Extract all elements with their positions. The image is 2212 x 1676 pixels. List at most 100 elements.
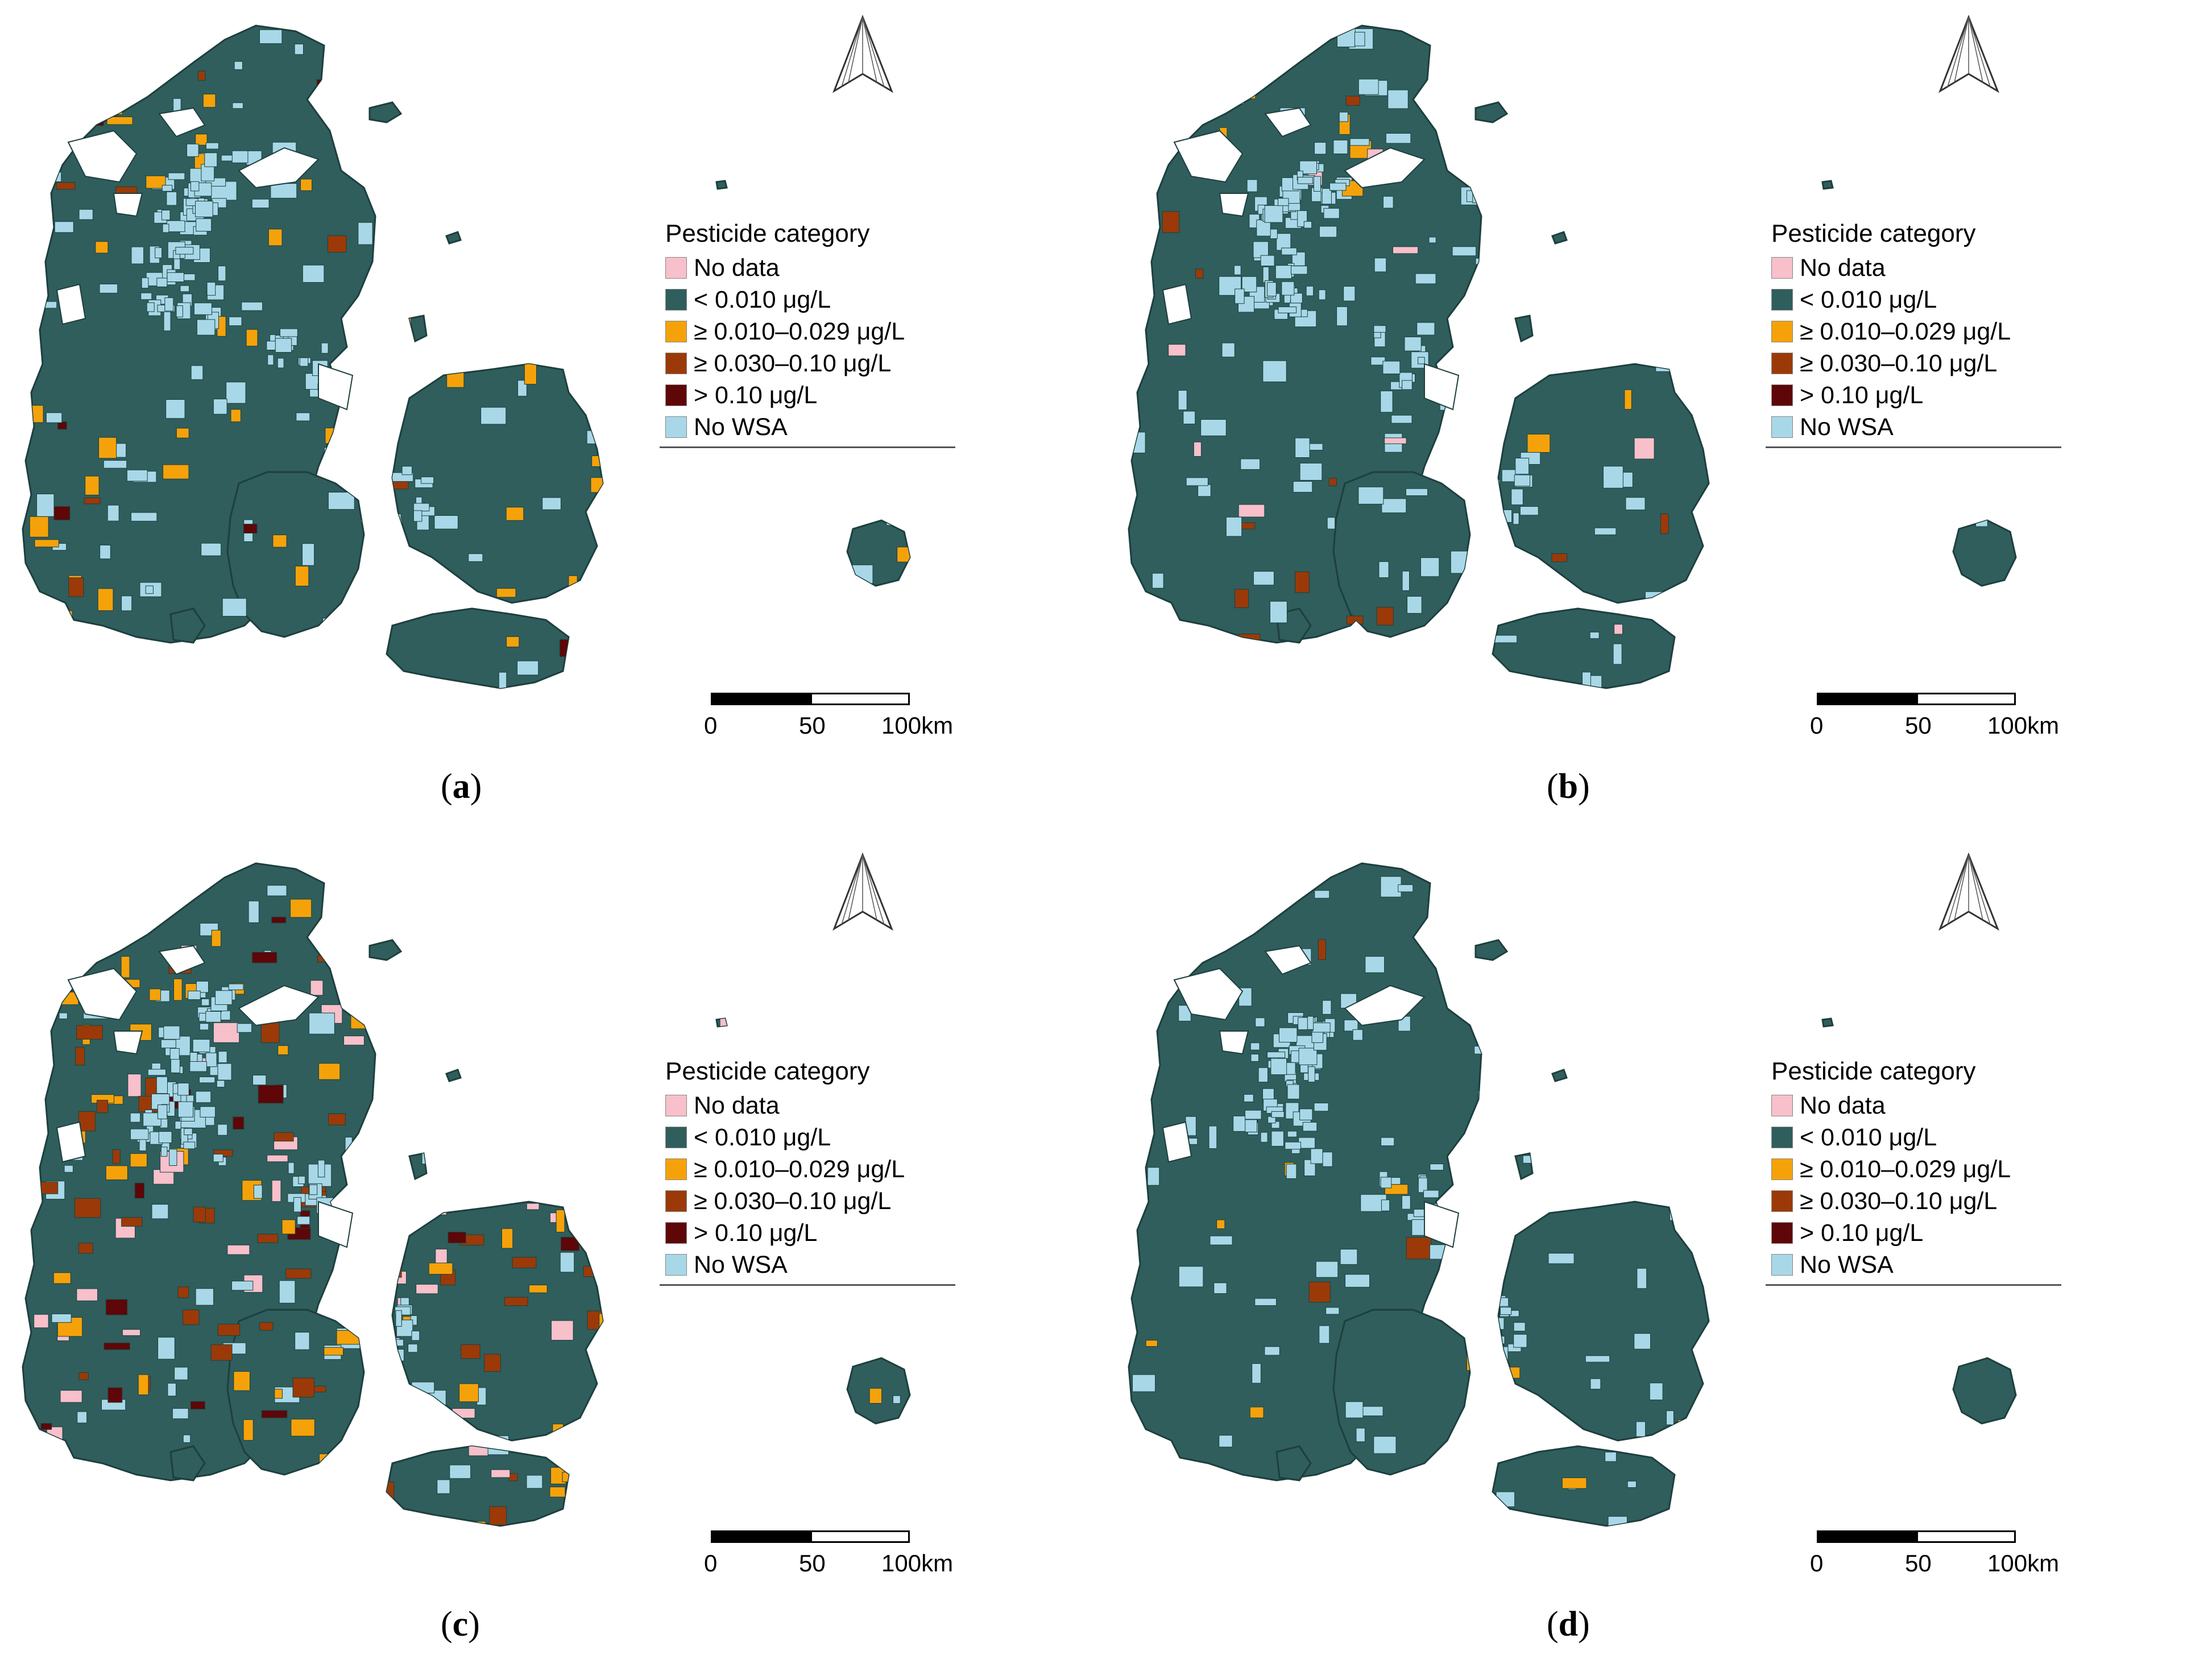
supply-area-patch <box>256 1516 273 1526</box>
supply-area-patch <box>410 1408 421 1428</box>
supply-area-patch <box>1548 1253 1575 1264</box>
supply-area-patch <box>461 51 470 72</box>
supply-area-patch <box>190 365 204 380</box>
supply-area-patch <box>1551 553 1568 562</box>
supply-area-patch <box>897 547 910 562</box>
supply-area-patch <box>586 430 610 444</box>
scale-bar-white-segment <box>810 693 910 705</box>
supply-area-patch <box>433 1031 457 1040</box>
supply-area-patch <box>557 29 573 38</box>
supply-area-patch <box>68 577 84 597</box>
supply-area-patch <box>797 863 818 872</box>
supply-area-patch <box>134 1182 144 1199</box>
supply-area-patch <box>253 1185 263 1199</box>
supply-area-patch <box>1801 682 1811 688</box>
supply-area-patch <box>361 509 373 523</box>
supply-area-patch <box>23 661 32 680</box>
supply-area-patch <box>146 302 155 312</box>
supply-area-patch <box>835 1481 855 1493</box>
supply-area-patch <box>445 887 463 899</box>
supply-area-patch <box>1380 390 1393 413</box>
supply-area-patch <box>1314 142 1327 155</box>
supply-area-patch <box>764 1470 790 1489</box>
supply-area-patch <box>1944 1445 1955 1459</box>
land-laeso <box>368 101 403 123</box>
supply-area-patch <box>1624 389 1632 410</box>
supply-area-patch <box>324 1483 345 1504</box>
land-funen <box>1332 1309 1471 1476</box>
supply-area-patch <box>1250 1054 1259 1062</box>
scale-bar-white-segment <box>810 1530 910 1543</box>
supply-area-patch <box>147 1069 166 1076</box>
supply-area-patch <box>1489 1308 1498 1318</box>
legend-item: No WSA <box>665 413 955 441</box>
supply-area-patch <box>205 1052 217 1067</box>
supply-area-patch <box>2000 1514 2016 1526</box>
supply-area-patch <box>1406 1237 1432 1260</box>
supply-area-patch <box>1471 1369 1496 1385</box>
supply-area-patch <box>362 868 376 884</box>
supply-area-patch <box>166 191 177 206</box>
supply-area-patch <box>1278 198 1289 206</box>
supply-area-patch <box>595 1396 611 1410</box>
supply-area-patch <box>368 378 390 395</box>
supply-area-patch <box>693 453 714 464</box>
legend-label: No WSA <box>694 413 788 441</box>
legend-item: ≥ 0.030–0.10 μg/L <box>665 1187 955 1215</box>
supply-area-patch <box>916 1408 942 1429</box>
supply-area-patch <box>149 988 161 1001</box>
supply-area-patch <box>95 649 114 663</box>
supply-area-patch <box>524 362 537 385</box>
supply-area-patch <box>1622 172 1642 179</box>
supply-area-patch <box>1238 504 1265 518</box>
supply-area-patch <box>387 1249 405 1259</box>
supply-area-patch <box>1892 1403 1904 1423</box>
supply-area-patch <box>821 996 830 1003</box>
supply-area-patch <box>525 213 542 228</box>
supply-area-patch <box>476 1132 500 1144</box>
supply-area-patch <box>858 1495 880 1515</box>
supply-area-patch <box>290 672 314 686</box>
supply-area-patch <box>1318 939 1326 960</box>
supply-area-patch <box>734 583 744 598</box>
supply-area-patch <box>626 959 637 971</box>
supply-area-patch <box>1276 233 1291 251</box>
supply-area-patch <box>619 1124 639 1144</box>
supply-area-patch <box>1511 489 1523 506</box>
supply-area-patch <box>94 882 118 899</box>
supply-area-patch <box>591 1487 601 1505</box>
supply-area-patch <box>168 172 185 180</box>
supply-area-patch <box>1295 571 1310 593</box>
supply-area-patch <box>1964 1000 1977 1014</box>
supply-area-patch <box>637 347 651 362</box>
supply-area-patch <box>1513 1322 1526 1331</box>
legend-label: ≥ 0.010–0.029 μg/L <box>694 318 905 345</box>
supply-area-patch <box>1428 237 1436 243</box>
supply-area-patch <box>1308 1281 1331 1303</box>
supply-area-patch <box>1456 1171 1470 1195</box>
supply-area-patch <box>1373 1436 1397 1454</box>
supply-area-patch <box>705 28 727 44</box>
legend-baseline <box>660 1284 955 1286</box>
supply-area-patch <box>1405 488 1428 496</box>
legend-swatch <box>665 289 687 311</box>
supply-area-patch <box>732 1399 754 1418</box>
supply-area-patch <box>1675 41 1696 53</box>
supply-area-patch <box>324 35 334 56</box>
supply-area-patch <box>232 102 243 109</box>
supply-area-patch <box>1370 1501 1381 1514</box>
supply-area-patch <box>1245 1110 1262 1120</box>
supply-area-patch <box>693 1467 714 1485</box>
supply-area-patch <box>578 1519 597 1526</box>
supply-area-patch <box>1589 632 1600 639</box>
supply-area-patch <box>1582 672 1591 688</box>
supply-area-patch <box>105 677 118 688</box>
supply-area-patch <box>1704 207 1726 229</box>
panel-label-letter: d <box>1558 1605 1579 1644</box>
legend-item: < 0.010 μg/L <box>665 1123 955 1152</box>
supply-area-patch <box>1399 638 1416 647</box>
supply-area-patch <box>784 125 811 145</box>
supply-area-patch <box>740 455 758 473</box>
supply-area-patch <box>362 1341 378 1352</box>
fjord-water <box>1173 130 1244 183</box>
